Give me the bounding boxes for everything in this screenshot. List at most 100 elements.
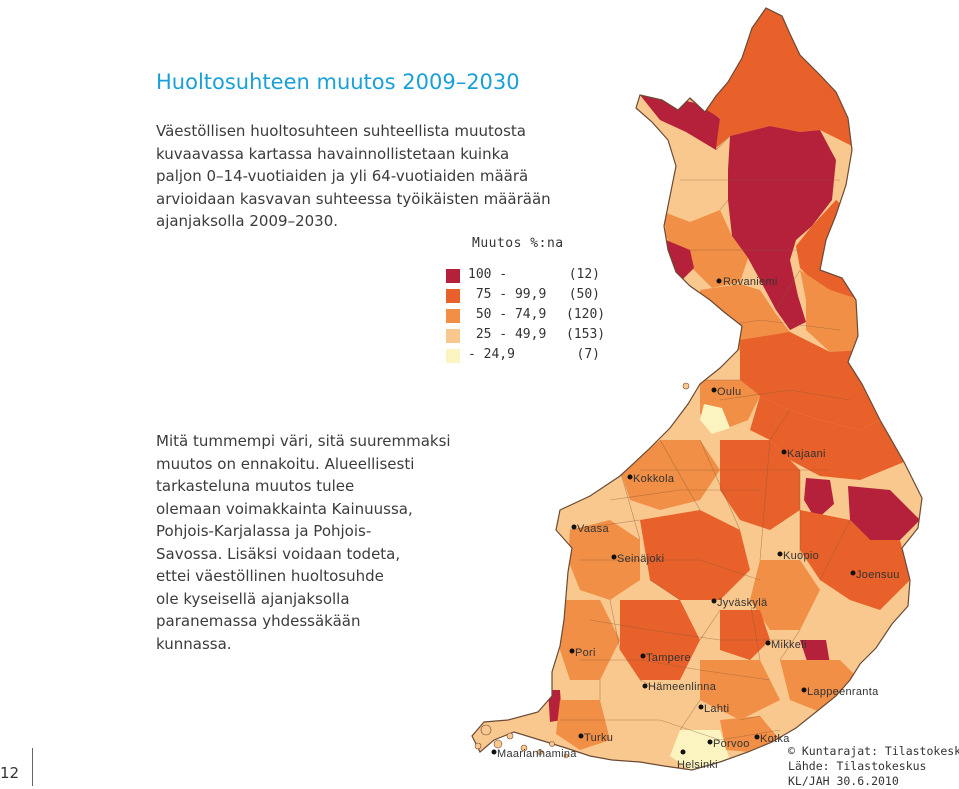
city-label-kotka: Kotka <box>760 733 790 745</box>
credit-line: KL/JAH 30.6.2010 <box>788 774 899 788</box>
legend-range: 75 - 99,9 <box>468 287 547 302</box>
city-label-jyvaskyla: Jyväskylä <box>717 597 768 609</box>
city-label-oulu: Oulu <box>717 386 741 398</box>
city-oulu: Oulu <box>711 386 741 398</box>
region-class-100 <box>848 486 920 540</box>
intro-line: ajanjaksolla 2009–2030. <box>156 212 339 230</box>
region-class-25 <box>670 132 728 222</box>
legend-row: 25 - 49,9 (153) <box>446 325 605 345</box>
legend-title: Muutos %:na <box>472 236 564 251</box>
legend-swatch <box>446 289 460 303</box>
city-kajaani: Kajaani <box>781 448 826 460</box>
region-class-75 <box>720 610 770 660</box>
intro-line: arvioidaan kasvavan suhteessa työikäiste… <box>156 189 551 208</box>
legend-row: 100 - (12) <box>446 265 600 285</box>
region-class-100 <box>800 640 830 664</box>
city-label-tampere: Tampere <box>646 652 691 664</box>
legend-count: (50) <box>568 287 600 302</box>
region-class-75 <box>720 440 800 530</box>
legend-row: - 24,9 (7) <box>446 345 600 365</box>
note-line: ole kyseisellä ajanjaksolla <box>156 589 350 608</box>
region-class-0 <box>670 730 730 770</box>
map-credits: © Kuntarajat: Tilastokeskus Lähde: Tilas… <box>788 744 959 789</box>
intro-paragraph: Väestöllisen huoltosuhteen suhteellista … <box>156 120 556 233</box>
note-line: Mitä tummempi väri, sitä suuremmaksi <box>156 432 451 450</box>
legend-swatch <box>446 329 460 343</box>
note-line: ettei väestöllinen huoltosuhde <box>156 567 384 585</box>
region-class-75 <box>740 332 880 430</box>
region-class-50 <box>780 660 860 712</box>
archipelago <box>474 382 690 759</box>
legend-count: (153) <box>566 327 606 342</box>
note-line: olemaan voimakkainta Kainuussa, <box>156 499 413 518</box>
region-class-50 <box>750 560 820 630</box>
city-hameenlinna: Hämeenlinna <box>642 681 717 693</box>
region-class-50 <box>700 660 780 720</box>
intro-line: paljon 0–14-vuotiaiden ja yli 64-vuotiai… <box>156 167 529 185</box>
note-line: Savossa. Lisäksi voidaan todeta, <box>156 544 401 563</box>
municipality-borders <box>560 135 851 741</box>
city-joensuu: Joensuu <box>850 569 899 581</box>
page-number: 12 <box>0 764 20 782</box>
legend-range: - 24,9 <box>468 347 515 362</box>
note-paragraph: Mitä tummempi väri, sitä suuremmaksi muu… <box>156 430 476 655</box>
region-class-50 <box>664 210 748 288</box>
city-maarianhamina: Maarianhamina <box>491 748 577 760</box>
legend-swatch <box>446 349 460 363</box>
city-label-lappeenranta: Lappeenranta <box>807 686 879 698</box>
note-line: muutos on ennakoitu. Alueellisesti <box>156 454 415 473</box>
city-vaasa: Vaasa <box>571 523 609 535</box>
municipality-regions <box>548 8 920 770</box>
city-porvoo: Porvoo <box>707 738 750 750</box>
city-helsinki: Helsinki <box>677 749 718 771</box>
legend-range: 50 - 74,9 <box>468 307 547 322</box>
region-class-75 <box>640 510 750 600</box>
region-class-100 <box>804 478 834 520</box>
legend-count: (120) <box>566 307 606 322</box>
note-line: tarkasteluna muutos tulee <box>156 477 355 495</box>
city-label-rovaniemi: Rovaniemi <box>723 276 778 288</box>
page-title: Huoltosuhteen muutos 2009–2030 <box>156 70 520 94</box>
city-label-porvoo: Porvoo <box>713 738 750 750</box>
city-label-kokkola: Kokkola <box>633 473 675 485</box>
city-jyvaskyla: Jyväskylä <box>711 597 768 609</box>
intro-line: kuvaavassa kartassa havainnollistetaan k… <box>156 144 510 163</box>
city-label-seinajoki: Seinäjoki <box>617 553 664 565</box>
region-class-50 <box>620 440 720 510</box>
city-lappeenranta: Lappeenranta <box>801 686 879 698</box>
legend-swatch <box>446 269 460 283</box>
note-line: paranemassa yhdessäkään <box>156 612 361 630</box>
legend-range: 25 - 49,9 <box>468 327 547 342</box>
credit-line: © Kuntarajat: Tilastokeskus <box>788 744 959 758</box>
city-label-kajaani: Kajaani <box>787 448 826 460</box>
legend-count: (12) <box>568 267 600 282</box>
legend-rows: 100 - (12) 75 - 99,9 (50) 50 - 74,9 (120… <box>446 265 605 365</box>
city-label-kuopio: Kuopio <box>783 550 819 562</box>
city-label-maarianhamina: Maarianhamina <box>497 748 577 760</box>
city-lahti: Lahti <box>698 703 729 715</box>
city-label-pori: Pori <box>575 647 596 659</box>
note-line: kunnassa. <box>156 634 232 653</box>
region-class-50 <box>556 700 610 750</box>
region-class-75 <box>800 510 910 610</box>
city-kokkola: Kokkola <box>627 473 675 485</box>
city-turku: Turku <box>578 732 613 744</box>
note-line: Pohjois-Karjalassa ja Pohjois- <box>156 522 372 540</box>
city-label-turku: Turku <box>584 732 613 744</box>
legend-row: 75 - 99,9 (50) <box>446 285 600 305</box>
city-rovaniemi: Rovaniemi <box>716 276 778 288</box>
city-label-hameenlinna: Hämeenlinna <box>648 681 717 693</box>
region-class-0 <box>700 404 730 434</box>
city-kotka: Kotka <box>754 733 790 745</box>
region-class-100 <box>728 126 836 330</box>
map-legend: Muutos %:na 100 - (12) 75 - 99,9 (50) 50… <box>446 236 605 365</box>
city-label-helsinki: Helsinki <box>677 759 718 771</box>
city-seinajoki: Seinäjoki <box>611 553 664 565</box>
city-markers: Rovaniemi Oulu Kajaani Kokkola Vaasa Sei… <box>491 276 899 771</box>
city-pori: Pori <box>569 647 596 659</box>
region-class-50 <box>720 716 780 752</box>
page-divider <box>32 748 33 786</box>
city-label-mikkeli: Mikkeli <box>771 639 807 651</box>
legend-range: 100 - <box>468 267 508 282</box>
